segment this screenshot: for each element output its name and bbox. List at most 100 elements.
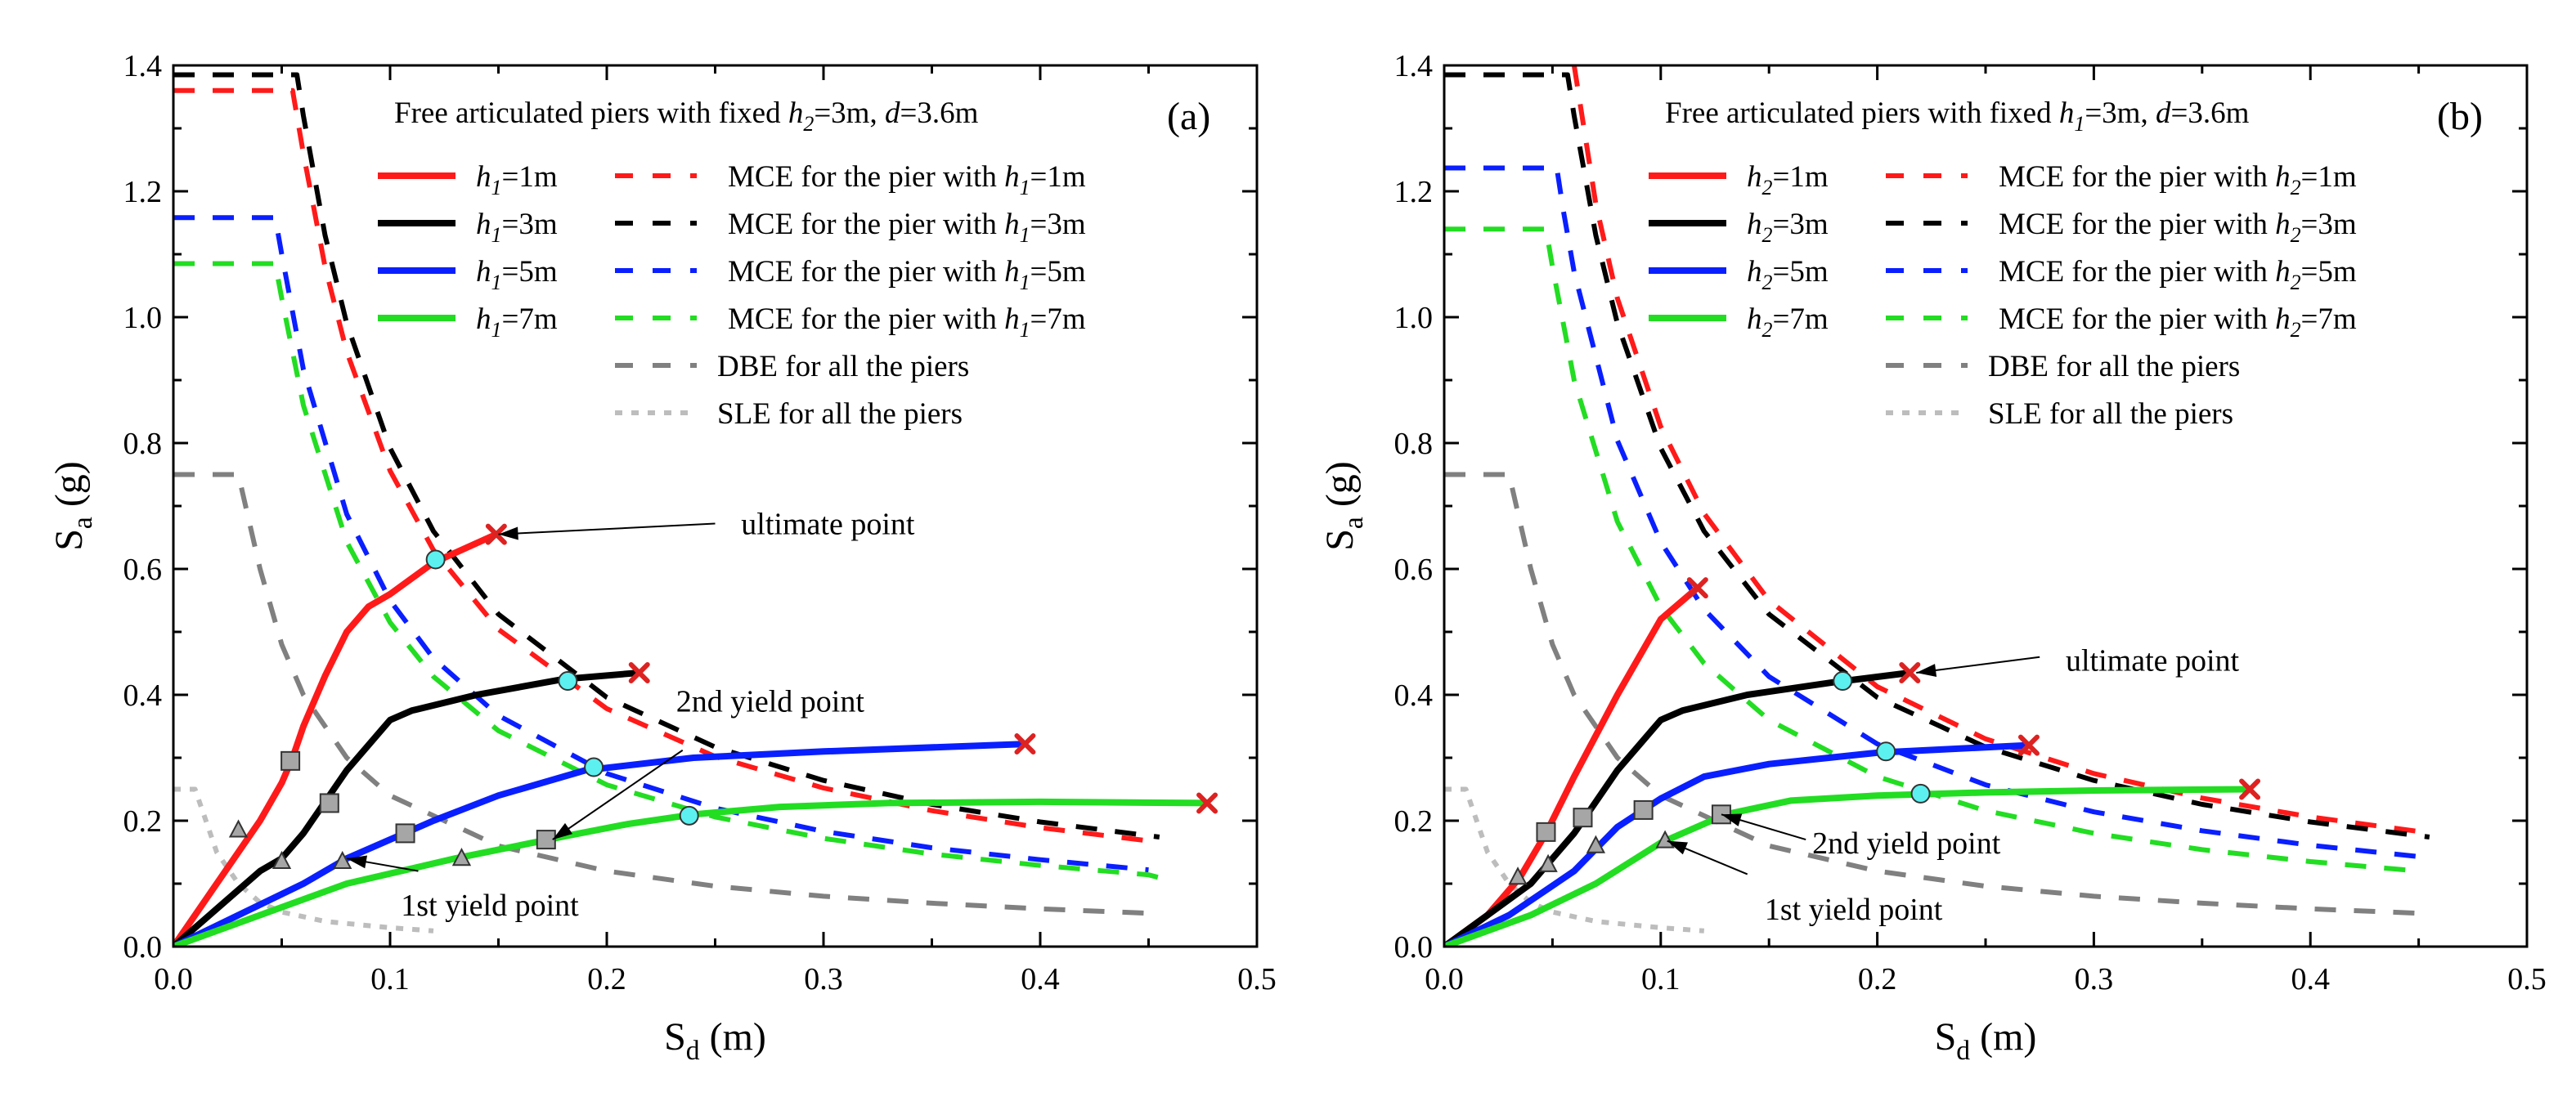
y-axis-label-sub: a [1339,517,1369,529]
symbol-rest: =3m [1030,208,1086,241]
legend-entry-text: MCE for the pier with [728,160,1004,194]
symbol-rest: =7m [1772,302,1828,336]
legend-entry: MCE for the pier with h2=3m [1999,208,2357,247]
symbol-rest: =5m [1772,255,1828,289]
legend-entry: h1=7m [476,302,558,342]
symbol: h [2275,208,2291,241]
plot-area [173,72,1210,947]
symbol: h [476,302,491,336]
y-tick-label: 1.4 [123,49,163,83]
y-tick-label: 1.2 [1394,175,1434,209]
symbol-rest: =1m [1030,160,1086,194]
axes: 0.0 0.1 0.2 0.3 0.4 0.5 0.0 0.2 0.4 0.6 0.8 1.0 1.2 1… [1394,49,2547,996]
annotation-label: 2nd yield point [676,685,865,719]
y-axis-label-unit: (g) [1318,461,1362,517]
legend-title-text: Free articulated piers with fixed [394,96,788,130]
performance-point-marker [425,549,446,570]
y-tick-label: 0.0 [123,930,163,965]
symbol: h [476,208,491,241]
performance-point-marker [679,805,699,826]
ultimate-point-marker [1014,733,1036,755]
x-axis-label-sub: d [1956,1036,1970,1066]
ultimate-point-marker [2239,778,2261,800]
plot-frame [1443,64,2529,948]
panel-a: 0.0 0.1 0.2 0.3 0.4 0.5 0.0 0.2 0.4 0.6 0.8 1.0 1.2 1… [47,49,1277,1066]
second-yield-marker [1536,822,1556,842]
symbol-rest: =7m [2301,302,2357,336]
symbol-rest: =7m [1030,302,1086,336]
x-tick-label: 0.5 [1237,962,1277,996]
y-axis-label-main: S [1318,529,1362,551]
annotation-arrow-head [498,526,518,540]
legend-title-text: =3.6m [2170,96,2249,130]
legend-title-subscript: 2 [803,112,814,136]
legend-title-text: =3.6m [900,96,978,130]
second-yield-marker [536,830,556,850]
symbol: h [2275,255,2291,289]
legend-entry-text: MCE for the pier with [728,208,1004,241]
symbol-subscript: 2 [1762,318,1773,342]
annotation-label: 1st yield point [1765,893,1943,927]
legend-entry: SLE for all the piers [717,397,963,431]
y-tick-label: 1.4 [1394,49,1434,83]
performance-point-marker [558,671,578,692]
symbol-rest: =1m [2301,160,2357,194]
series-line-h2-7m [1444,786,2254,947]
performance-point-marker [1910,783,1931,804]
x-axis-label-sub: d [686,1036,700,1066]
series-line-mce-h2-1m [1571,65,2419,835]
legend-title-text: Free articulated piers with fixed [1665,96,2059,130]
legend-title: Free articulated piers with fixed h1=3m,… [1665,96,2250,136]
legend-entry: SLE for all the piers [1988,397,2233,431]
series-line-h2-5m [1444,741,2032,947]
legend-entry: h1=3m [476,208,558,247]
second-yield-marker [319,793,339,813]
x-axis-label: Sd (m) [1935,1015,2037,1066]
series-line-h1-1m [173,531,500,947]
annotation-arrow-head [1667,840,1688,855]
x-tick-label: 0.1 [370,962,410,996]
legend-entry: h1=1m [476,160,558,199]
y-axis-label-sub: a [68,517,98,529]
legend-title-text: =3m, [814,96,885,130]
symbol-rest: =5m [501,255,557,289]
x-tick-label: 0.4 [2291,962,2330,996]
legend-entry: MCE for the pier with h1=1m [728,160,1086,199]
y-tick-label: 0.8 [123,427,163,461]
annotations: ultimate point 2nd yield point 1st yield p… [1667,644,2240,927]
annotation-arrow-head [347,855,368,869]
legend-entry: DBE for all the piers [717,350,969,383]
ultimate-point-marker [1899,662,1921,684]
annotation-arrow-line [498,522,716,535]
performance-point-marker [1876,741,1896,762]
legend-entry: MCE for the pier with h1=3m [728,208,1086,247]
legend-title-symbol: d [2156,96,2171,130]
performance-point-marker [1833,671,1853,692]
symbol-rest: =5m [2301,255,2357,289]
y-tick-label: 0.6 [123,553,163,587]
annotation-arrow-head [552,822,573,840]
x-axis-label-main: S [1935,1015,1957,1059]
legend-entry: MCE for the pier with h1=5m [728,255,1086,294]
x-tick-label: 0.2 [1858,962,1897,996]
symbol-subscript: 2 [1762,223,1773,247]
series-line-dbe [173,472,1149,916]
symbol-subscript: 2 [2291,318,2301,342]
legend-entry: h2=3m [1747,208,1829,247]
legend-title: Free articulated piers with fixed h2=3m,… [394,96,979,136]
legend-title-text: =3m, [2085,96,2156,130]
series-line-sle [173,786,434,934]
y-tick-label: 1.2 [123,175,163,209]
symbol: h [1747,302,1762,336]
first-yield-marker [1586,835,1606,853]
plot-frame [172,64,1259,948]
annotation-label: 1st yield point [401,889,579,923]
annotation-label: ultimate point [2066,644,2240,678]
legend-entry-text: MCE for the pier with [728,302,1004,336]
y-tick-label: 1.0 [123,301,163,335]
axes: 0.0 0.1 0.2 0.3 0.4 0.5 0.0 0.2 0.4 0.6 0.8 1.0 1.2 1… [123,49,1277,996]
series-line-h1-5m [173,741,1029,947]
symbol-subscript: 1 [1020,318,1030,342]
y-tick-label: 1.0 [1394,301,1434,335]
series-line-h1-7m [173,798,1210,947]
